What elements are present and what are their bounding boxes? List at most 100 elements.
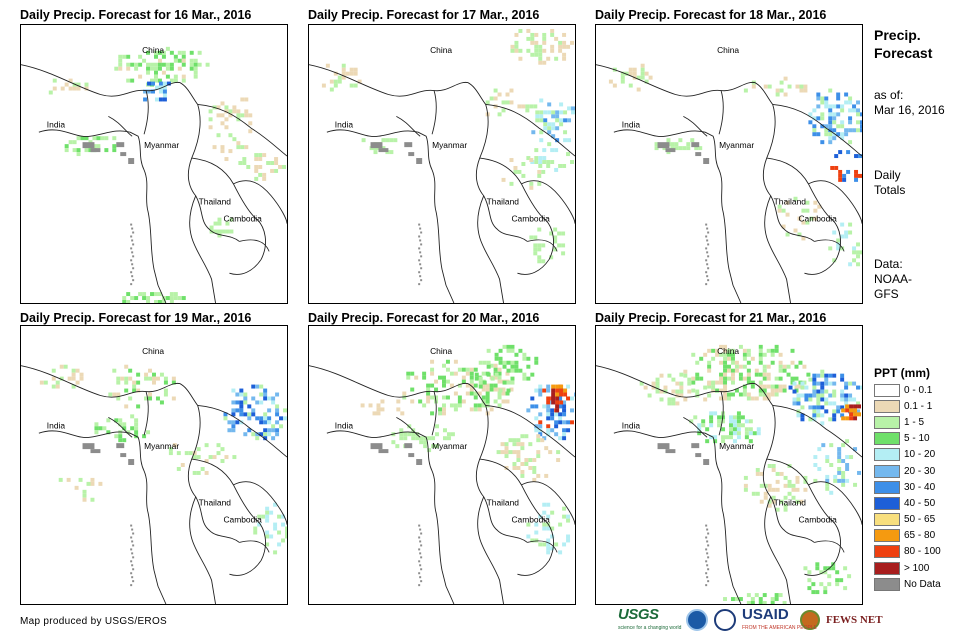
- usaid-seal-icon: [714, 609, 736, 631]
- place-label-india: India: [47, 119, 66, 129]
- place-label-myanmar: Myanmar: [144, 441, 179, 451]
- legend-swatch: [874, 577, 900, 591]
- legend-label: > 100: [904, 562, 930, 574]
- forecast-map-6: China India Myanmar Thailand Cambodia: [595, 325, 863, 605]
- legend-swatch: [874, 399, 900, 413]
- forecast-map-1: China India Myanmar Thailand Cambodia: [20, 24, 288, 304]
- place-label-china: China: [430, 346, 452, 356]
- usaid-tagline: FROM THE AMERICAN PEOPLE: [742, 625, 817, 631]
- usaid-logo: USAID FROM THE AMERICAN PEOPLE: [742, 606, 817, 634]
- place-label-china: China: [717, 45, 739, 55]
- map-canvas: China India Myanmar Thailand Cambodia: [21, 45, 287, 303]
- map-canvas: China India Myanmar Thailand Cambodia: [309, 28, 575, 303]
- legend-item: 80 - 100: [874, 544, 941, 560]
- map-credit: Map produced by USGS/EROS: [20, 616, 168, 627]
- place-label-myanmar: Myanmar: [719, 441, 754, 451]
- noaa-seal-icon: [686, 609, 708, 631]
- forecast-map-5: China India Myanmar Thailand Cambodia: [308, 325, 576, 605]
- legend-label: No Data: [904, 578, 941, 590]
- place-label-myanmar: Myanmar: [719, 140, 754, 150]
- place-label-cambodia: Cambodia: [798, 214, 837, 224]
- legend-label: 10 - 20: [904, 449, 936, 461]
- legend-item: No Data: [874, 576, 941, 592]
- legend-item: 40 - 50: [874, 495, 941, 511]
- place-label-china: China: [142, 346, 164, 356]
- place-label-india: India: [335, 119, 354, 129]
- asof-text: as of: Mar 16, 2016: [874, 88, 945, 117]
- place-label-china: China: [717, 346, 739, 356]
- legend: 0 - 0.1 0.1 - 1 1 - 5 5 - 10 10 - 20 20 - 30 3…: [874, 382, 941, 592]
- panel-title-3: Daily Precip. Forecast for 18 Mar., 2016: [595, 8, 827, 22]
- legend-item: 1 - 5: [874, 414, 941, 430]
- place-label-china: China: [142, 45, 164, 55]
- place-label-thailand: Thailand: [487, 197, 520, 207]
- place-label-thailand: Thailand: [199, 498, 232, 508]
- forecast-map-3: China India Myanmar Thailand Cambodia: [595, 24, 863, 304]
- place-label-india: India: [622, 420, 641, 430]
- place-label-china: China: [430, 45, 452, 55]
- usgs-wordmark: USGS: [618, 606, 659, 623]
- legend-title: PPT (mm): [874, 366, 931, 380]
- map-canvas: China India Myanmar Thailand Cambodia: [309, 344, 575, 604]
- panel-title-5: Daily Precip. Forecast for 20 Mar., 2016: [308, 311, 540, 325]
- legend-label: 1 - 5: [904, 416, 925, 428]
- legend-swatch: [874, 432, 900, 446]
- panel-title-4: Daily Precip. Forecast for 19 Mar., 2016: [20, 311, 252, 325]
- place-label-india: India: [47, 420, 66, 430]
- legend-item: 50 - 65: [874, 512, 941, 528]
- place-label-cambodia: Cambodia: [511, 214, 550, 224]
- panel-title-1: Daily Precip. Forecast for 16 Mar., 2016: [20, 8, 252, 22]
- usgs-tagline: science for a changing world: [618, 625, 682, 631]
- forecast-map-4: China India Myanmar Thailand Cambodia: [20, 325, 288, 605]
- place-label-cambodia: Cambodia: [223, 214, 262, 224]
- forecast-map-2: China India Myanmar Thailand Cambodia: [308, 24, 576, 304]
- place-label-myanmar: Myanmar: [144, 140, 179, 150]
- map-canvas: China India Myanmar Thailand Cambodia: [596, 45, 862, 303]
- map-canvas: China India Myanmar Thailand Cambodia: [21, 346, 287, 604]
- legend-label: 5 - 10: [904, 433, 930, 445]
- place-label-thailand: Thailand: [199, 197, 232, 207]
- legend-swatch: [874, 545, 900, 559]
- legend-item: 65 - 80: [874, 528, 941, 544]
- place-label-cambodia: Cambodia: [223, 515, 262, 525]
- place-label-thailand: Thailand: [487, 498, 520, 508]
- place-label-india: India: [622, 119, 641, 129]
- legend-swatch: [874, 561, 900, 575]
- legend-swatch: [874, 383, 900, 397]
- legend-item: 5 - 10: [874, 431, 941, 447]
- place-label-cambodia: Cambodia: [798, 515, 837, 525]
- legend-swatch: [874, 513, 900, 527]
- place-label-thailand: Thailand: [774, 197, 807, 207]
- sidebar-title: Precip. Forecast: [874, 27, 933, 61]
- legend-label: 50 - 65: [904, 514, 936, 526]
- legend-item: 0.1 - 1: [874, 398, 941, 414]
- totals-text: Daily Totals: [874, 168, 906, 197]
- legend-item: > 100: [874, 560, 941, 576]
- legend-label: 40 - 50: [904, 497, 936, 509]
- legend-label: 0 - 0.1: [904, 384, 933, 396]
- legend-item: 30 - 40: [874, 479, 941, 495]
- legend-item: 20 - 30: [874, 463, 941, 479]
- logo-bar: USGS science for a changing world USAID …: [618, 606, 883, 634]
- place-label-thailand: Thailand: [774, 498, 807, 508]
- usgs-logo: USGS science for a changing world: [618, 606, 682, 634]
- legend-label: 0.1 - 1: [904, 400, 933, 412]
- map-canvas: China India Myanmar Thailand Cambodia: [596, 344, 862, 604]
- legend-label: 80 - 100: [904, 546, 941, 558]
- place-label-india: India: [335, 420, 354, 430]
- place-label-myanmar: Myanmar: [432, 140, 467, 150]
- data-source-text: Data: NOAA- GFS: [874, 257, 913, 301]
- legend-swatch: [874, 448, 900, 462]
- legend-swatch: [874, 480, 900, 494]
- place-label-cambodia: Cambodia: [511, 515, 550, 525]
- panel-title-6: Daily Precip. Forecast for 21 Mar., 2016: [595, 311, 827, 325]
- legend-swatch: [874, 496, 900, 510]
- legend-item: 10 - 20: [874, 447, 941, 463]
- legend-label: 20 - 30: [904, 465, 936, 477]
- legend-item: 0 - 0.1: [874, 382, 941, 398]
- fews-net-seal-icon: [800, 610, 820, 630]
- legend-swatch: [874, 415, 900, 429]
- legend-swatch: [874, 464, 900, 478]
- place-label-myanmar: Myanmar: [432, 441, 467, 451]
- legend-swatch: [874, 529, 900, 543]
